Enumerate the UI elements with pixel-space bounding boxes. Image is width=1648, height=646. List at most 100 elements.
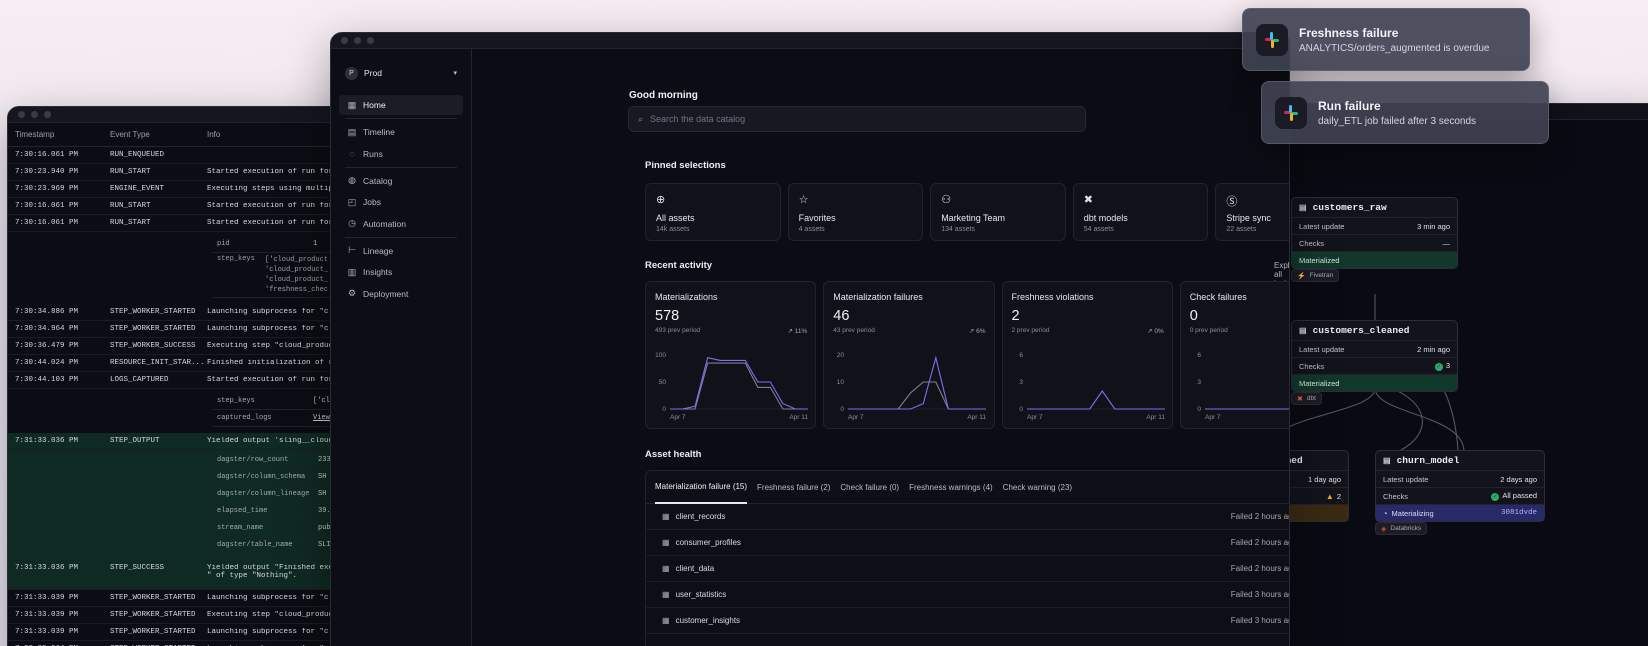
asset-name: client_records xyxy=(675,512,726,521)
series-line-2 xyxy=(670,362,808,410)
log-row[interactable]: 7:30:16.061 PM RUN_START Started execution… xyxy=(8,198,386,215)
log-row[interactable]: 7:30:44.024 PM RESOURCE_INIT_STAR... Finis… xyxy=(8,355,386,372)
status-materialized: Materialized xyxy=(1292,374,1457,391)
y-tick-label: 100 xyxy=(655,352,666,359)
log-row[interactable]: 7:31:33.036 PM STEP_SUCCESS Yielded outp… xyxy=(8,560,386,590)
clock-icon: ◷ xyxy=(348,218,356,228)
log-window-titlebar xyxy=(8,107,386,123)
pinned-card[interactable]: ✖ dbt models 54 assets xyxy=(1072,183,1209,241)
tab-asset-health[interactable]: Check failure (0) xyxy=(840,482,900,492)
x-tick-label: Apr 11 xyxy=(1146,414,1165,421)
y-tick-label: 0 xyxy=(662,406,666,413)
pinned-card[interactable]: ⊕ All assets 14k assets xyxy=(645,183,781,241)
sidebar-item-home[interactable]: ▦ Home xyxy=(339,95,463,115)
sidebar-item-label: Timeline xyxy=(363,127,395,137)
sidebar-item-label: Deployment xyxy=(363,288,409,299)
trend-up-icon: ↗ xyxy=(787,328,795,335)
series-line-2 xyxy=(848,381,987,410)
asset-node-customers-cleaned[interactable]: ▤ customers_cleaned Latest update 2 min ag… xyxy=(1291,320,1458,392)
search-input[interactable]: ⌕ Search the data catalog xyxy=(628,106,1086,132)
log-row[interactable]: 7:31:33.039 PM STEP_WORKER_STARTED Executi… xyxy=(8,607,386,624)
sidebar-item-catalog[interactable]: ◍ Catalog xyxy=(339,171,463,191)
series-line-1 xyxy=(848,355,987,410)
pinned-card[interactable]: ⚇ Marketing Team 134 assets xyxy=(930,183,1066,241)
activity-value: 46 xyxy=(833,308,850,324)
asset-node-churn-model[interactable]: ▤ churn_model Latest update 2 days ago Che… xyxy=(1375,450,1545,522)
pinned-card[interactable]: ☆ Favorites 4 assets xyxy=(787,183,924,241)
run-log-window: Timestamp Event Type Info 7:30:16.061 PM… xyxy=(7,106,387,646)
asset-status: Failed 2 hours ago xyxy=(1230,564,1289,573)
tab-asset-health[interactable]: Materialization failure (15) xyxy=(655,471,748,504)
y-tick-label: 10 xyxy=(837,379,845,386)
deployment-selector[interactable]: P Prod ▾ xyxy=(339,63,463,83)
log-row[interactable]: 7:31:33.036 PM STEP_OUTPUT Yielded outpu… xyxy=(8,433,386,450)
asset-node-customers-raw[interactable]: ▤ customers_raw Latest update 3 min ago Ch… xyxy=(1291,197,1458,269)
asset-name: user_statistics xyxy=(675,590,727,599)
activity-card[interactable]: Freshness violations 2 2 prev period ↗ 0% 6 3… xyxy=(1001,281,1173,429)
pinned-count: 54 assets xyxy=(1083,226,1114,233)
series-line-1 xyxy=(1026,390,1165,410)
sidebar-nav: ▦ Home ▤ Timeline ◌ Runs ◍ Catalog ◰ Jobs ◷ Automat… xyxy=(339,95,463,304)
activity-title: Check failures xyxy=(1189,292,1247,302)
log-row[interactable]: 7:30:23.969 PM ENGINE_EVENT Executing step… xyxy=(8,181,386,198)
slack-icon xyxy=(1275,96,1307,129)
asset-status: Failed 2 hours ago xyxy=(1230,512,1289,521)
sidebar-item-label: Jobs xyxy=(363,197,381,207)
asset-health-tabs: Materialization failure (15) Freshness fa… xyxy=(646,471,1289,504)
table-icon: ▦ xyxy=(662,564,670,573)
timeline-icon: ▤ xyxy=(347,126,357,137)
log-rows: 7:30:34.886 PM STEP_WORKER_STARTED Launchi… xyxy=(8,304,386,389)
tab-asset-health[interactable]: Check warning (23) xyxy=(1002,482,1073,492)
sidebar-item-automation[interactable]: ◷ Automation xyxy=(339,214,463,234)
activity-title: Materialization failures xyxy=(833,292,923,302)
log-row[interactable]: 7:31:33.039 PM STEP_WORKER_STARTED Launchi… xyxy=(8,624,386,641)
sidebar: P Prod ▾ ▦ Home ▤ Timeline ◌ Runs ◍ Catalog ◰ Job… xyxy=(331,49,472,646)
log-row[interactable]: 7:30:16.061 PM RUN_ENQUEUED xyxy=(8,147,386,164)
x-tick-label: Apr 11 xyxy=(789,414,808,421)
tab-asset-health[interactable]: Freshness failure (2) xyxy=(757,482,831,492)
sidebar-item-timeline[interactable]: ▤ Timeline xyxy=(339,122,463,142)
activity-title: Materializations xyxy=(655,292,718,302)
pinned-card[interactable]: Ⓢ Stripe sync 22 assets xyxy=(1215,183,1289,241)
main-titlebar xyxy=(331,33,1289,49)
pinned-count: 134 assets xyxy=(941,226,976,233)
runs-icon: ◌ xyxy=(349,148,355,159)
notification-freshness-failure[interactable]: Freshness failure ANALYTICS/orders_augme… xyxy=(1242,8,1530,71)
slack-icon xyxy=(1256,23,1288,56)
y-tick-label: 6 xyxy=(1019,352,1023,359)
log-row[interactable]: 7:30:34.964 PM STEP_WORKER_STARTED Launchi… xyxy=(8,321,386,338)
activity-card[interactable]: Materializations 578 493 prev period ↗ 11% 1… xyxy=(645,281,817,429)
table-icon: ▦ xyxy=(662,538,670,547)
activity-prev: 2 prev period xyxy=(1011,327,1050,334)
team-icon: ⚇ xyxy=(941,194,952,206)
log-row[interactable]: 7:30:34.886 PM STEP_WORKER_STARTED Launchi… xyxy=(8,304,386,321)
gear-icon: ⚙ xyxy=(347,288,357,298)
activity-card[interactable]: Materialization failures 46 43 prev period… xyxy=(823,281,995,429)
home-content: Good morning ⌕ Search the data catalog P… xyxy=(472,49,1289,646)
tab-asset-health[interactable]: Freshness warnings (4) xyxy=(909,482,993,492)
sidebar-item-insights[interactable]: ▥ Insights xyxy=(339,262,463,282)
sidebar-item-deployment[interactable]: ⚙ Deployment xyxy=(339,284,463,304)
y-tick-label: 0 xyxy=(1197,406,1201,413)
x-tick-label: Apr 7 xyxy=(1027,414,1043,421)
log-row[interactable]: 7:30:44.103 PM LOGS_CAPTURED Started execu… xyxy=(8,372,386,389)
globe-icon: ⊕ xyxy=(656,194,666,206)
sidebar-item-jobs[interactable]: ◰ Jobs xyxy=(339,192,463,212)
log-row[interactable]: 7:30:36.479 PM STEP_WORKER_SUCCESS Executi… xyxy=(8,338,386,355)
sidebar-item-runs[interactable]: ◌ Runs xyxy=(339,144,463,164)
log-row[interactable]: 7:31:33.039 PM STEP_WORKER_STARTED Launchi… xyxy=(8,590,386,607)
pinned-label: Favorites xyxy=(798,213,836,223)
catalog-icon: ◍ xyxy=(348,175,356,185)
notification-run-failure[interactable]: Run failure daily_ETL job failed after 3… xyxy=(1261,81,1549,144)
log-row[interactable]: 7:30:16.061 PM RUN_START Started execution… xyxy=(8,215,386,232)
sidebar-item-lineage[interactable]: ⊢ Lineage xyxy=(339,241,463,261)
y-tick-label: 0 xyxy=(841,406,845,413)
activity-prev: 493 prev period xyxy=(655,327,701,334)
log-row[interactable]: 7:30:23.940 PM RUN_START Started execution… xyxy=(8,164,386,181)
